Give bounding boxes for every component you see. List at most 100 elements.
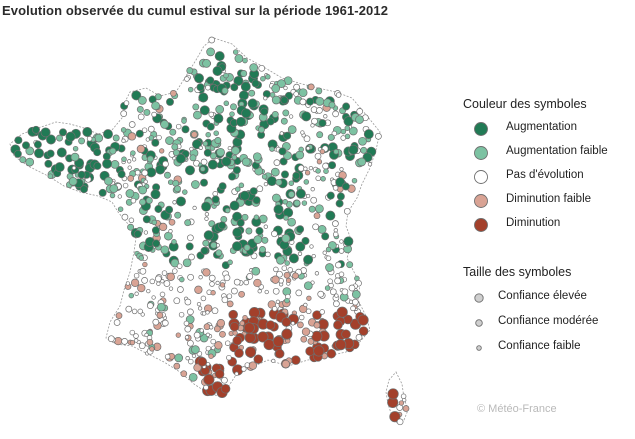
station-marker	[176, 263, 183, 269]
station-marker	[305, 346, 315, 356]
station-marker	[138, 255, 145, 261]
station-marker	[325, 263, 334, 272]
station-marker	[325, 255, 332, 262]
station-marker	[326, 191, 335, 200]
station-marker	[184, 325, 192, 333]
station-marker	[128, 121, 136, 128]
station-marker	[198, 145, 203, 150]
station-marker	[232, 335, 243, 346]
corsica-border	[385, 371, 409, 425]
station-marker	[263, 181, 269, 187]
station-marker	[333, 148, 339, 155]
station-marker	[192, 205, 197, 211]
station-marker	[215, 105, 225, 114]
station-marker	[266, 176, 277, 187]
station-marker	[141, 277, 148, 284]
legend-label-augmentation: Augmentation	[506, 121, 577, 133]
station-marker	[193, 110, 202, 120]
station-markers	[10, 36, 410, 426]
station-marker	[335, 339, 347, 351]
station-marker	[161, 319, 169, 327]
station-marker	[315, 204, 324, 214]
station-marker	[279, 157, 288, 166]
station-marker	[387, 388, 399, 400]
station-marker	[112, 134, 120, 142]
legend-label-confiance-elevee: Confiance élevée	[498, 290, 587, 302]
station-marker	[208, 111, 215, 118]
station-marker	[146, 288, 151, 294]
legend-markers	[474, 122, 488, 351]
station-marker	[272, 287, 280, 295]
station-marker	[134, 169, 141, 176]
station-marker	[139, 198, 147, 206]
station-marker	[221, 376, 228, 384]
station-marker	[311, 253, 316, 259]
station-marker	[174, 211, 182, 219]
station-marker	[127, 165, 132, 170]
station-marker	[77, 170, 86, 179]
station-marker	[303, 135, 311, 143]
station-marker	[141, 127, 148, 133]
station-marker	[68, 177, 78, 186]
station-marker	[194, 73, 204, 84]
station-marker	[283, 215, 289, 221]
station-marker	[191, 345, 200, 354]
station-marker	[231, 287, 238, 295]
station-marker	[341, 288, 349, 296]
station-marker	[256, 185, 264, 193]
station-marker	[137, 283, 146, 293]
station-marker	[40, 127, 51, 138]
station-marker	[134, 291, 139, 296]
station-marker	[159, 291, 166, 298]
station-marker	[249, 187, 258, 196]
station-marker	[46, 134, 56, 145]
station-marker	[357, 157, 367, 167]
station-marker	[263, 224, 268, 229]
station-marker	[47, 173, 54, 179]
station-marker	[245, 227, 253, 235]
station-marker	[303, 166, 308, 171]
station-marker	[209, 281, 215, 287]
station-marker	[138, 96, 147, 105]
station-marker	[54, 162, 65, 173]
station-marker	[208, 36, 216, 44]
station-marker	[319, 309, 325, 315]
station-marker	[224, 207, 231, 214]
station-marker	[280, 96, 289, 105]
station-marker	[173, 297, 181, 305]
station-marker	[299, 98, 307, 106]
station-marker	[169, 128, 177, 136]
station-marker	[211, 307, 219, 315]
station-marker	[291, 355, 301, 365]
station-marker	[200, 246, 209, 255]
station-marker	[336, 192, 345, 201]
station-marker	[163, 280, 171, 287]
station-marker	[343, 207, 351, 215]
station-marker	[213, 130, 219, 136]
station-marker	[229, 321, 240, 332]
station-marker	[177, 286, 184, 293]
station-marker	[336, 306, 348, 318]
station-marker	[287, 267, 293, 273]
station-marker	[196, 83, 205, 92]
station-marker	[19, 156, 27, 164]
station-marker	[295, 289, 303, 297]
station-marker	[185, 165, 195, 176]
station-marker	[309, 244, 314, 249]
station-marker	[181, 125, 190, 134]
station-marker	[363, 129, 374, 140]
station-marker	[208, 274, 216, 282]
station-marker	[140, 312, 145, 317]
station-marker	[358, 326, 369, 336]
station-marker	[301, 200, 308, 206]
station-marker	[275, 178, 283, 186]
station-marker	[298, 146, 304, 153]
station-marker	[138, 185, 148, 195]
station-marker	[32, 125, 40, 134]
station-marker	[281, 328, 293, 340]
station-marker	[190, 131, 198, 138]
station-marker	[288, 180, 295, 186]
station-marker	[304, 170, 311, 176]
station-marker	[188, 253, 195, 261]
station-marker	[260, 75, 266, 82]
